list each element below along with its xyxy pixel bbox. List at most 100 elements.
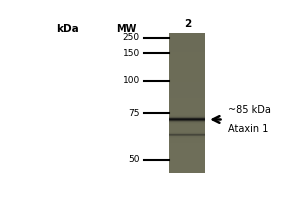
Bar [169,91,205,92]
Bar [169,42,205,43]
Bar [169,89,205,90]
Bar [169,119,205,120]
Bar [169,49,205,50]
Bar [169,136,205,137]
Bar [169,162,205,163]
Text: 75: 75 [128,109,140,118]
Bar [169,120,205,121]
Bar [169,102,205,103]
Bar [169,87,205,88]
Bar [169,165,205,166]
Bar [169,105,205,106]
Bar [169,143,205,144]
Bar [169,44,205,45]
Bar [169,115,205,116]
Bar [169,67,205,68]
Bar [169,68,205,69]
Text: MW: MW [116,24,136,34]
Bar [169,86,205,87]
Bar [169,127,205,128]
Bar [169,94,205,95]
Bar [169,35,205,36]
Bar [169,110,205,111]
Bar [169,121,205,122]
Bar [169,153,205,154]
Bar [169,63,205,64]
Text: 2: 2 [184,19,191,29]
Bar [169,160,205,161]
Bar [169,55,205,56]
Bar [169,37,205,38]
Text: 100: 100 [123,76,140,85]
Bar [169,169,205,170]
Bar [169,36,205,37]
Bar [169,93,205,94]
Bar [169,57,205,58]
Bar [169,69,205,70]
Bar [169,111,205,112]
Bar [169,149,205,150]
Bar [169,41,205,42]
Bar [169,147,205,148]
Bar [169,96,205,97]
Bar [169,60,205,61]
Text: ~85 kDa: ~85 kDa [228,105,271,115]
Bar [169,151,205,152]
Bar [169,135,205,136]
Bar [169,62,205,63]
Bar [169,156,205,157]
Bar [169,77,205,78]
Text: 250: 250 [123,33,140,42]
Bar [169,100,205,101]
Text: 50: 50 [128,155,140,164]
Bar [169,126,205,127]
Bar [169,50,205,51]
Bar [169,75,205,76]
Bar [169,128,205,129]
Bar [169,99,205,100]
Bar [169,170,205,171]
Bar [169,108,205,109]
Bar [169,148,205,149]
Bar [169,155,205,156]
Text: 150: 150 [123,49,140,58]
Bar [169,92,205,93]
Bar [169,98,205,99]
Bar [169,78,205,79]
Bar [169,71,205,72]
Bar [169,84,205,85]
Bar [169,40,205,41]
Bar [169,144,205,145]
Bar [169,123,205,124]
Bar [169,43,205,44]
Bar [169,161,205,162]
Bar [169,48,205,49]
Bar [169,51,205,52]
Bar [169,130,205,131]
Bar [169,159,205,160]
Bar [169,154,205,155]
Bar [169,52,205,53]
Bar [169,81,205,82]
Bar [169,129,205,130]
Bar [169,82,205,83]
Bar [169,46,205,47]
Bar [169,72,205,73]
Bar [169,109,205,110]
Bar [169,131,205,132]
Bar [169,39,205,40]
Bar [169,139,205,140]
Bar [169,116,205,117]
Bar [169,140,205,141]
Bar [169,61,205,62]
Bar [169,95,205,96]
Bar [169,79,205,80]
Bar [169,113,205,114]
Bar [169,164,205,165]
Bar [169,90,205,91]
Bar [169,112,205,113]
Text: Ataxin 1: Ataxin 1 [228,124,268,134]
Bar [169,66,205,67]
Bar [169,101,205,102]
Bar [169,56,205,57]
